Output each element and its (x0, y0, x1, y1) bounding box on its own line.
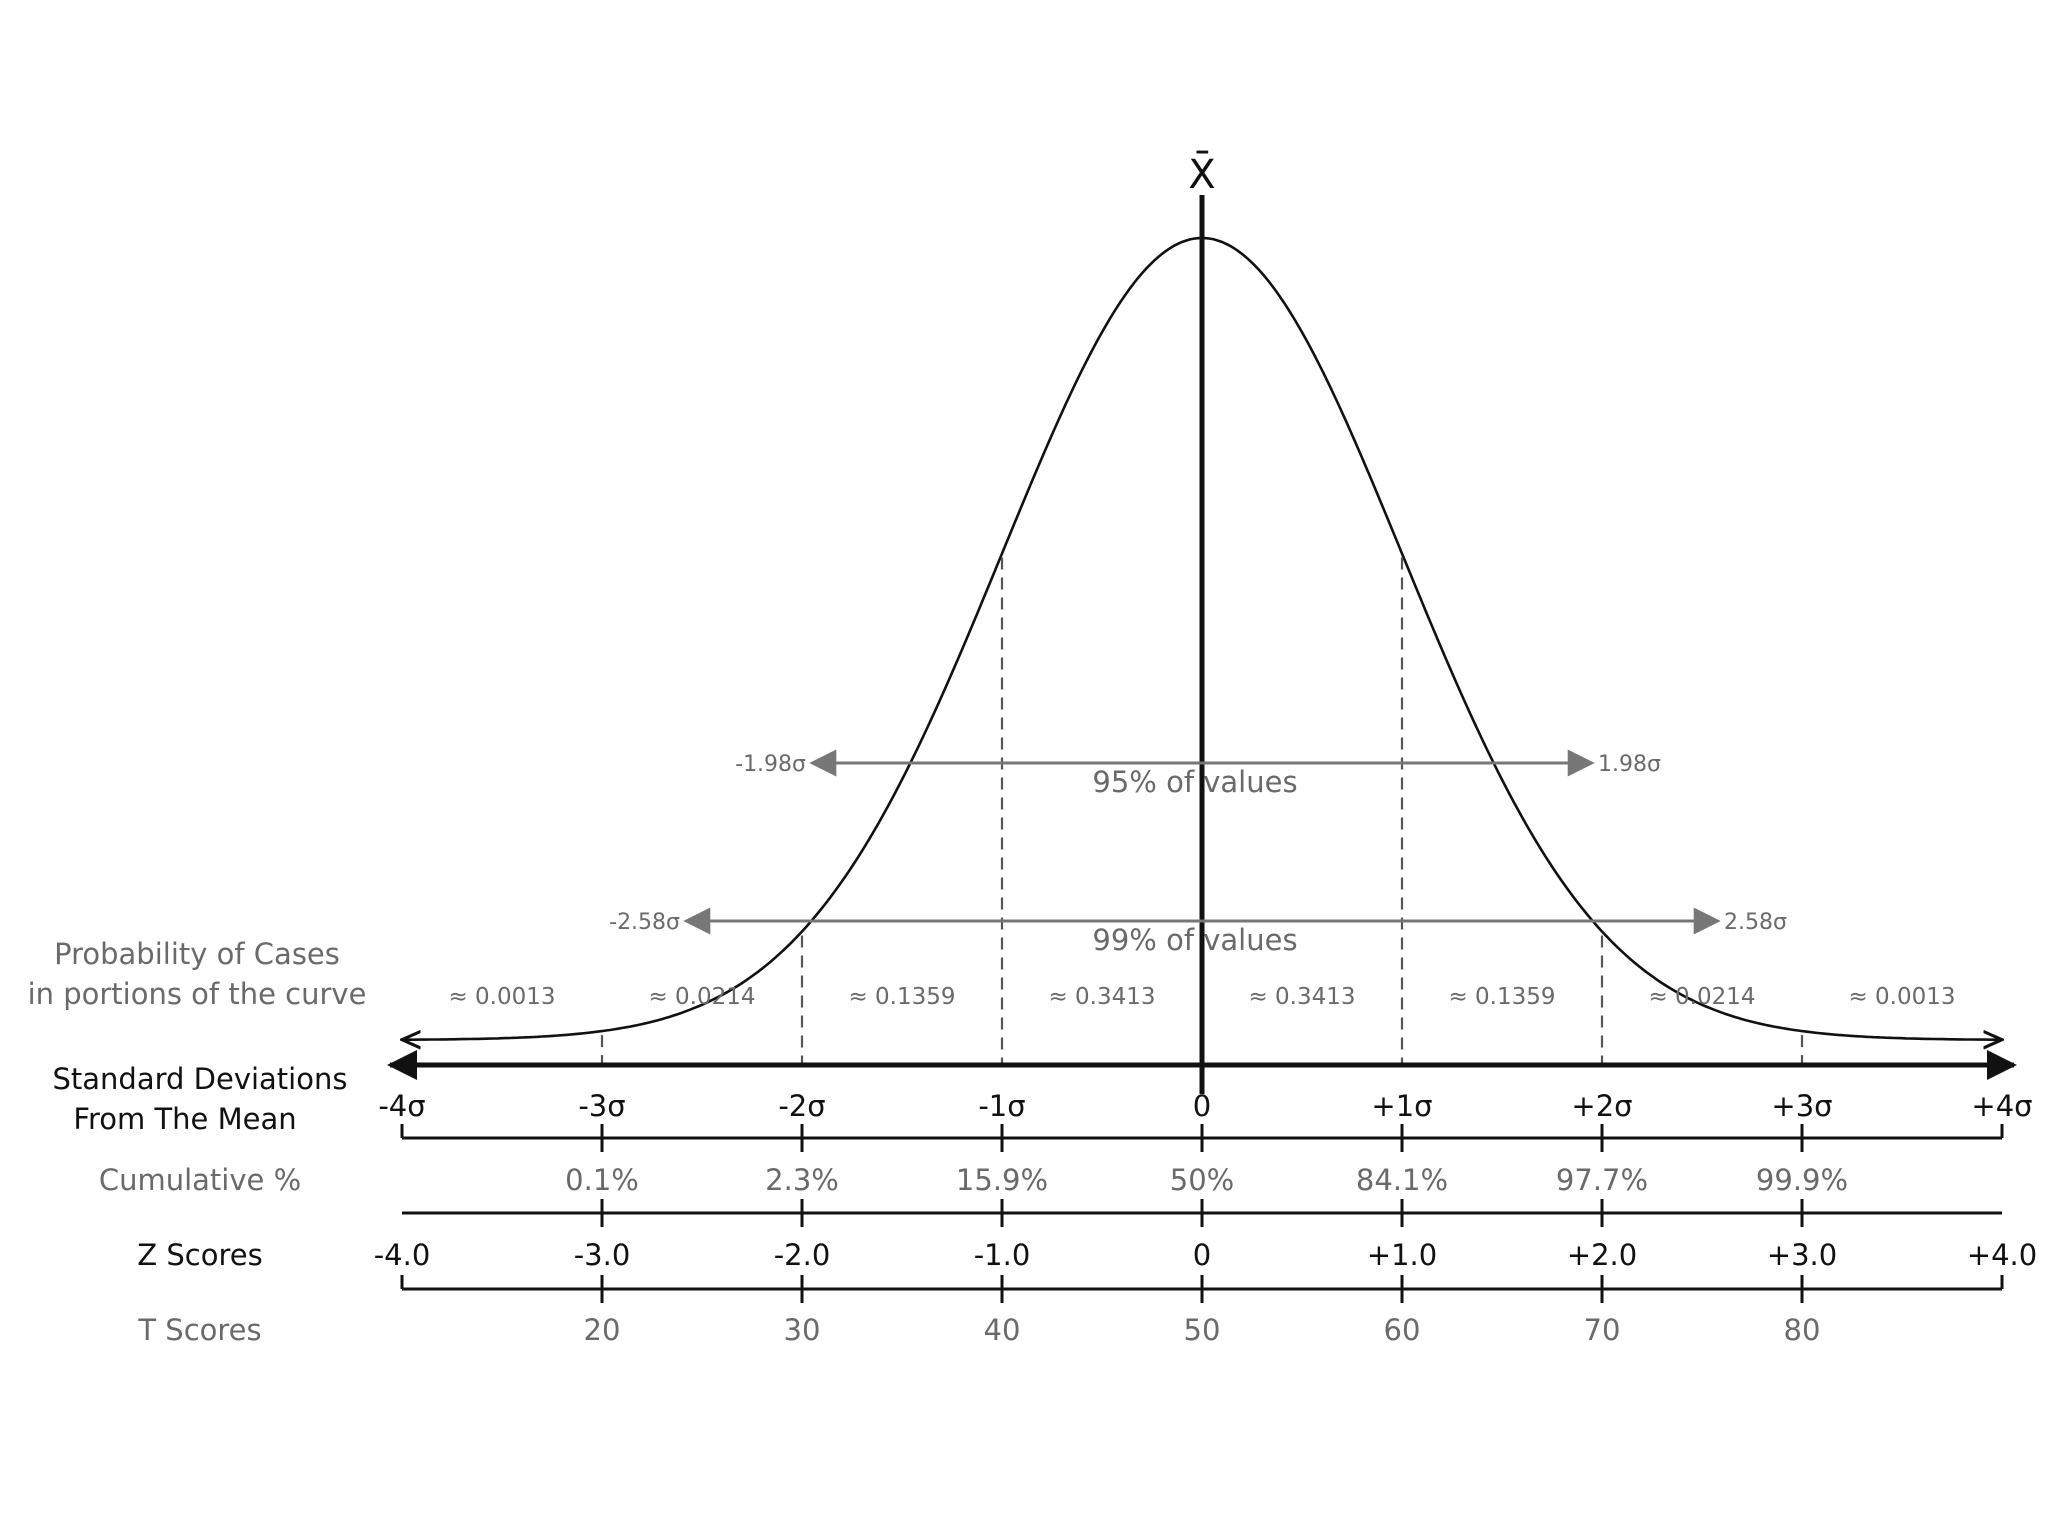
cumulative-value: 50% (1170, 1163, 1234, 1197)
sd-tick-label: 0 (1193, 1089, 1211, 1123)
cumulative-value: 2.3% (765, 1163, 839, 1197)
mean-symbol: X̄ (1188, 150, 1215, 198)
sd-tick-label: -2σ (778, 1089, 825, 1123)
z-score-value: -3.0 (574, 1238, 631, 1272)
cumulative-value: 97.7% (1556, 1163, 1648, 1197)
z-score-value: -2.0 (774, 1238, 831, 1272)
cumulative-value: 99.9% (1756, 1163, 1848, 1197)
sd-tick-label: +4σ (1971, 1089, 2032, 1123)
portion-label: ≈ 0.3413 (1048, 984, 1155, 1010)
t-score-value: 30 (784, 1313, 821, 1347)
t-score-value: 40 (984, 1313, 1021, 1347)
sd-tick-label: -3σ (578, 1089, 625, 1123)
interval-99-left-label: -2.58σ (609, 910, 680, 935)
sd-label-line2: From The Mean (73, 1102, 296, 1136)
sd-tick-label: -4σ (378, 1089, 425, 1123)
sd-tick-label: -1σ (978, 1089, 1025, 1123)
t-score-value: 70 (1584, 1313, 1621, 1347)
cumulative-value: 0.1% (565, 1163, 639, 1197)
portion-label: ≈ 0.0214 (648, 984, 755, 1010)
interval-95-right-label: 1.98σ (1598, 752, 1661, 777)
probability-label-line2: in portions of the curve (28, 977, 367, 1011)
portion-label: ≈ 0.3413 (1248, 984, 1355, 1010)
z-scores-label: Z Scores (137, 1238, 262, 1272)
sd-tick-label: +1σ (1371, 1089, 1432, 1123)
z-score-value: -1.0 (974, 1238, 1031, 1272)
portion-label: ≈ 0.1359 (1448, 984, 1555, 1010)
sd-label-line1: Standard Deviations (53, 1062, 348, 1096)
portion-label: ≈ 0.0013 (1848, 984, 1955, 1010)
z-score-value: +4.0 (1967, 1238, 2037, 1272)
portion-label: ≈ 0.1359 (848, 984, 955, 1010)
t-score-value: 80 (1784, 1313, 1821, 1347)
scale-rows: -4σ -3σ -2σ -1σ 0 +1σ +2σ +3σ +4σ 0.1% 2.3% 15.9% 50… (374, 1089, 2038, 1347)
portion-labels: ≈ 0.0013 ≈ 0.0214 ≈ 0.1359 ≈ 0.3413 ≈ 0.3413… (448, 984, 1955, 1010)
portion-label: ≈ 0.0013 (448, 984, 555, 1010)
interval-99-text: 99% of values (1092, 923, 1297, 957)
cumulative-label: Cumulative % (99, 1163, 301, 1197)
cumulative-value: 84.1% (1356, 1163, 1448, 1197)
portion-label: ≈ 0.0214 (1648, 984, 1755, 1010)
sd-tick-label: +3σ (1771, 1089, 1832, 1123)
interval-95-left-label: -1.98σ (735, 752, 806, 777)
sd-tick-label: +2σ (1571, 1089, 1632, 1123)
z-score-value: 0 (1193, 1238, 1211, 1272)
interval-99: -2.58σ 2.58σ 99% of values (609, 907, 1787, 957)
t-scores-label: T Scores (137, 1313, 261, 1347)
t-score-value: 50 (1184, 1313, 1221, 1347)
z-score-value: -4.0 (374, 1238, 431, 1272)
z-score-value: +3.0 (1767, 1238, 1837, 1272)
t-score-value: 20 (584, 1313, 621, 1347)
t-score-value: 60 (1384, 1313, 1421, 1347)
interval-95-text: 95% of values (1092, 765, 1297, 799)
cumulative-value: 15.9% (956, 1163, 1048, 1197)
interval-99-right-label: 2.58σ (1724, 910, 1787, 935)
probability-label-line1: Probability of Cases (54, 937, 340, 971)
z-score-value: +2.0 (1567, 1238, 1637, 1272)
z-score-value: +1.0 (1367, 1238, 1437, 1272)
interval-95: -1.98σ 1.98σ 95% of values (735, 749, 1661, 799)
